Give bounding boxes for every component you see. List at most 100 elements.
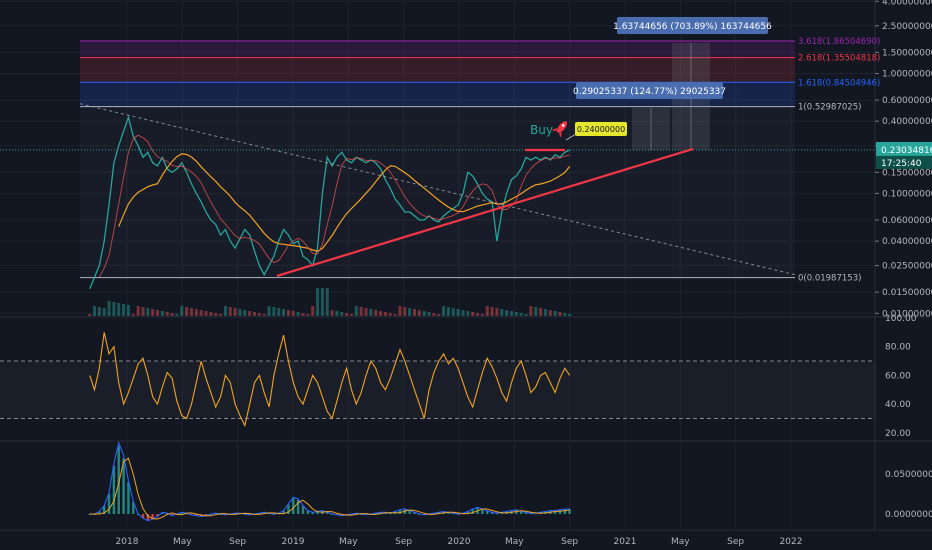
rsi-pane[interactable] [0,332,875,428]
y-tick-label: 0.06000000 [882,216,932,226]
labels: 1.63744656 (703.89%) 163744656 0.29025337… [573,17,932,169]
volume-bar [442,306,446,316]
volume-bar [379,311,383,316]
volume-bar [461,310,465,316]
x-tick-label: May [173,537,192,547]
volume-bar [112,302,116,316]
macd-histogram-bar [563,509,567,514]
rsi-tick-label: 100.00 [885,314,917,324]
volume-bar [267,306,271,316]
macd-histogram-bar [524,512,528,514]
volume-bar [393,314,397,316]
volume-bar [519,313,523,316]
ascending-support-trendline[interactable] [276,147,694,277]
y-tick-label: 0.01500000 [882,288,932,298]
y-tick-label: 1.00000000 [882,69,932,79]
target-label-box[interactable] [576,82,723,99]
price-tag[interactable] [575,122,627,136]
macd-pane[interactable] [88,440,571,522]
volume-bar [165,312,169,316]
volume-bar [117,303,121,316]
macd-histogram-bar [112,466,116,514]
macd-histogram-bar [287,504,290,514]
y-tick-label: 0.10000000 [882,189,932,199]
macd-histogram-bar [568,509,571,514]
current-price-badge [876,141,932,156]
volume-bar [272,307,276,316]
volume-bar [456,309,460,316]
volume-bar [175,314,179,316]
macd-histogram-bar [408,510,411,514]
volume-bar [354,306,358,316]
rsi-line[interactable] [89,332,571,428]
target-box[interactable] [632,107,670,150]
y-tick-label: 0.04000000 [882,237,932,247]
price-series-line[interactable] [89,115,570,290]
countdown-label: 17:25:40 [881,159,922,169]
volume-bar [359,307,363,316]
volume-bar [311,306,315,316]
volume-bar [432,313,436,316]
volume-bar [476,313,480,316]
volume-bar [243,310,247,316]
macd-histogram-bar [306,510,310,514]
volume-bar [131,314,135,316]
x-tick-label: Sep [727,537,744,547]
x-tick-label: 2018 [116,537,139,547]
volume-bar [214,313,218,316]
volume-bar [349,314,353,316]
descending-trendline[interactable] [79,103,796,276]
y-tick-label: 0.40000000 [882,117,932,127]
macd-histogram-bar [127,482,130,514]
x-tick-label: 2021 [614,537,637,547]
volume-bar [306,314,310,316]
volume-bar [335,311,339,316]
volume-bar [524,314,528,316]
macd-histogram-bar [180,512,183,514]
target-label: 1.63744656 (703.89%) 163744656 [613,22,772,32]
volume-bar [398,306,402,316]
macd-histogram-bar [117,446,120,514]
y-tick-label: 0.60000000 [882,96,932,106]
volume-bar [141,307,145,316]
macd-histogram-bar [141,514,145,518]
volume-bar [282,309,286,316]
volume-bar [107,301,111,316]
volume-bar [257,313,261,316]
volume-bar [277,308,281,316]
macd-histogram-bar [282,510,285,514]
fib-level-label: 0(0.01987153) [798,274,861,284]
macd-histogram-bar [471,509,474,514]
fib-zones: 3.618(1.86504690) 2.618(1.35504818) 1.618(… [80,37,880,284]
macd-histogram-bar [204,514,208,516]
macd-histogram-bar [132,502,135,514]
volume-bar [471,312,475,316]
volume-bar [383,312,387,316]
drawing-overlays[interactable]: Buy 0.24000000 [0,103,875,277]
macd-histogram-bar [316,511,319,514]
x-tick-label: May [505,537,524,547]
macd-histogram-bar [398,510,402,514]
volume-bar [253,312,257,316]
macd-line[interactable] [89,440,570,522]
macd-histogram-bar [481,509,484,514]
volume-bar [446,307,450,316]
axes: 2018 May Sep 2019 May Sep 2020 May Sep 2021 May Sep… [116,0,932,547]
macd-histogram-bar [486,510,489,514]
macd-signal-line[interactable] [89,457,570,520]
volume-bar [325,288,329,316]
macd-histogram-bar [292,498,295,514]
volume-bar [296,312,300,316]
volume-bar [170,313,174,316]
macd-histogram-bar [98,511,101,514]
rsi-tick-label: 40.00 [885,400,911,410]
price-tag-label: 0.24000000 [577,125,625,134]
current-price-label: 0.23034816 [881,146,932,156]
macd-histogram-bar [519,511,523,514]
volume-bar [514,312,518,316]
volume-bar [543,309,547,316]
short-moving-average-line [98,134,570,278]
target-label-box[interactable] [617,17,768,34]
y-tick-label: 2.50000000 [882,22,932,32]
